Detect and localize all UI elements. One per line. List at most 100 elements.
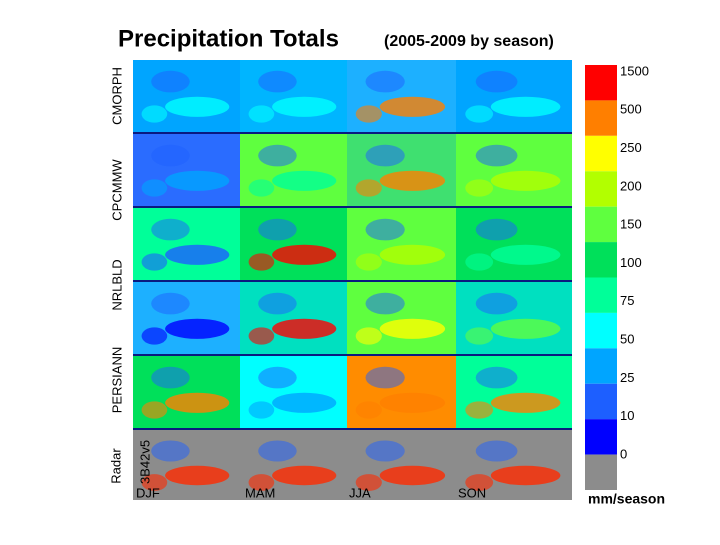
colorbar-label: 100 xyxy=(620,255,642,270)
map-feature xyxy=(355,253,382,271)
map-feature xyxy=(365,144,405,167)
map-feature xyxy=(258,366,297,389)
map-feature xyxy=(258,292,297,315)
map-feature xyxy=(379,318,446,339)
map-feature xyxy=(272,318,337,339)
colorbar-label: 50 xyxy=(620,332,634,347)
map-feature xyxy=(379,170,446,191)
colorbar-segment xyxy=(585,348,617,384)
map-feature xyxy=(475,440,518,462)
map-feature xyxy=(151,292,190,315)
map-feature xyxy=(151,218,190,241)
map-feature xyxy=(465,253,494,271)
map-feature xyxy=(151,366,190,389)
colorbar-segment xyxy=(585,242,617,278)
colorbar-segment xyxy=(585,135,617,172)
colorbar-unit: mm/season xyxy=(588,491,665,507)
map-feature xyxy=(490,170,561,191)
map-feature xyxy=(490,244,561,265)
map-feature xyxy=(355,327,382,345)
map-feature xyxy=(165,244,230,265)
map-feature xyxy=(355,105,382,123)
colorbar-label: 1500 xyxy=(620,63,649,78)
map-feature xyxy=(475,366,518,389)
map-feature xyxy=(465,474,494,491)
map-feature xyxy=(141,105,168,123)
map-feature xyxy=(165,318,230,339)
map-feature xyxy=(248,253,275,271)
map-feature xyxy=(379,244,446,265)
colorbar-label: 25 xyxy=(620,370,634,385)
map-feature xyxy=(272,392,337,413)
map-feature xyxy=(272,465,337,486)
colorbar-label: 250 xyxy=(620,140,642,155)
map-feature xyxy=(475,292,518,315)
colorbar-label: 10 xyxy=(620,408,634,423)
map-feature xyxy=(475,70,518,93)
map-feature xyxy=(365,366,405,389)
row-label: CPCMMW xyxy=(109,159,124,221)
colorbar-segment xyxy=(585,206,617,243)
map-feature xyxy=(379,465,446,486)
colorbar-label: 200 xyxy=(620,178,642,193)
map-feature xyxy=(151,144,190,167)
map-feature xyxy=(365,218,405,241)
colorbar-segment xyxy=(585,419,617,455)
map-feature xyxy=(141,179,168,197)
map-feature xyxy=(355,401,382,419)
map-feature xyxy=(379,392,446,413)
map-feature xyxy=(258,440,297,462)
map-feature xyxy=(248,474,275,491)
subtitle: (2005-2009 by season) xyxy=(384,33,554,50)
map-feature xyxy=(258,144,297,167)
column-label: MAM xyxy=(245,485,275,500)
map-feature xyxy=(355,474,382,491)
map-feature xyxy=(141,474,168,491)
colorbar-label: 150 xyxy=(620,217,642,232)
map-feature xyxy=(490,465,561,486)
colorbar-segment xyxy=(585,383,617,420)
map-feature xyxy=(490,318,561,339)
map-feature xyxy=(248,327,275,345)
map-feature xyxy=(365,70,405,93)
map-feature xyxy=(165,170,230,191)
map-feature xyxy=(151,70,190,93)
colorbar-label: 500 xyxy=(620,102,642,117)
map-feature xyxy=(475,218,518,241)
map-feature xyxy=(272,244,337,265)
colorbar-segment xyxy=(585,277,617,313)
map-feature xyxy=(151,440,190,462)
column-label: JJA xyxy=(349,485,371,500)
colorbar-segment xyxy=(585,454,617,490)
row-label: Radar xyxy=(108,448,123,484)
map-feature xyxy=(165,392,230,413)
column-label: SON xyxy=(458,485,486,500)
map-feature xyxy=(248,105,275,123)
map-feature xyxy=(248,401,275,419)
colorbar-label: 0 xyxy=(620,446,627,461)
map-feature xyxy=(355,179,382,197)
colorbar-segment xyxy=(585,100,617,136)
map-feature xyxy=(365,440,405,462)
map-feature xyxy=(258,218,297,241)
map-feature xyxy=(248,179,275,197)
map-feature xyxy=(258,70,297,93)
map-feature xyxy=(490,96,561,117)
colorbar-segment xyxy=(585,312,617,349)
row-label: CMORPH xyxy=(109,67,124,125)
column-label: DJF xyxy=(136,485,160,500)
map-feature xyxy=(165,96,230,117)
map-feature xyxy=(379,96,446,117)
map-feature xyxy=(141,401,168,419)
colorbar-segment xyxy=(585,171,617,207)
map-grid xyxy=(133,60,572,500)
map-feature xyxy=(141,253,168,271)
map-feature xyxy=(141,327,168,345)
map-feature xyxy=(475,144,518,167)
map-feature xyxy=(165,465,230,486)
title: Precipitation Totals xyxy=(118,25,339,52)
row-label: PERSIANN xyxy=(109,347,124,413)
row-label: 3B42v5 xyxy=(137,440,152,484)
map-feature xyxy=(490,392,561,413)
